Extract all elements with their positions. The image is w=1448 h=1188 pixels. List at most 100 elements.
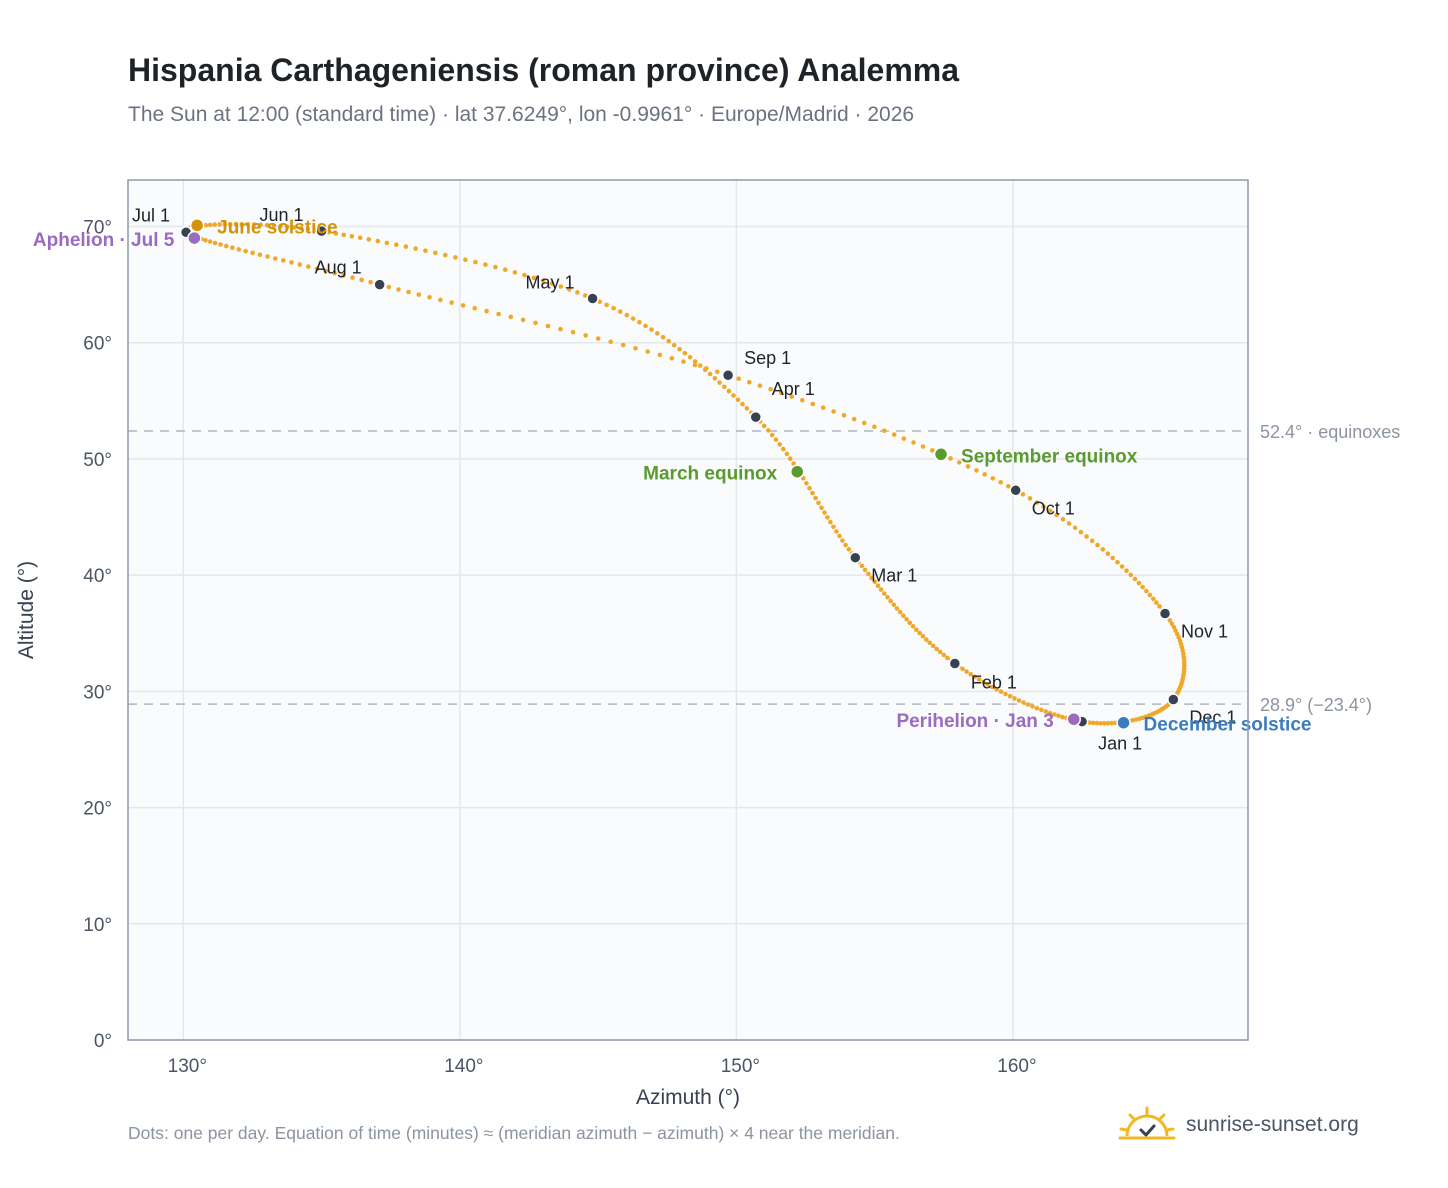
brand-name: sunrise-sunset.org [1186,1113,1359,1136]
day-dot [423,248,428,253]
y-tick-label: 70° [83,217,112,238]
day-dot [493,264,498,270]
day-dot [837,533,842,539]
day-dot [1078,529,1084,535]
day-dot [1128,572,1134,578]
day-dot [1043,709,1048,714]
day-dot [945,655,950,661]
day-dot [717,380,722,385]
day-dot [366,237,372,242]
y-tick-label: 30° [83,682,112,703]
day-dot [761,423,767,429]
month-label: Sep 1 [744,348,791,368]
day-dot [203,237,208,243]
day-dot [960,666,965,672]
day-dot [807,485,812,491]
day-dot [948,456,953,461]
day-dot [989,684,995,690]
day-dot [1072,525,1078,531]
day-dot [862,420,867,426]
plot-area [128,180,1248,1040]
day-dot [804,481,809,486]
day-dot [1140,584,1145,590]
event-label: September equinox [961,446,1138,467]
day-dot [384,240,390,246]
day-dot [637,319,642,325]
day-dot [878,587,884,592]
day-dot [712,376,718,381]
day-dot [620,342,626,348]
day-dot [655,331,660,336]
day-dot [998,480,1003,485]
month-label: Aug 1 [315,258,362,278]
chart-title: Hispania Carthageniensis (roman province… [128,52,960,88]
day-dot [1169,621,1175,627]
event-dot [789,464,805,479]
day-dot [633,346,638,351]
day-dot [224,243,229,249]
day-dot [777,442,782,447]
day-dot [1094,720,1100,726]
day-dot [1021,700,1026,705]
day-dot [643,323,648,329]
day-dot [819,505,824,511]
day-dot [846,547,852,552]
day-dot [298,225,304,231]
day-dot [245,222,251,227]
day-dot [540,278,546,284]
day-dot [604,302,609,308]
day-dot [924,637,929,642]
reference-line-label: 28.9° (−23.4°) [1260,695,1372,715]
day-dot [957,460,962,465]
day-dot [1119,564,1125,569]
day-dot [791,461,796,466]
day-dot [1007,693,1013,699]
day-dot [297,262,303,267]
day-dot [768,387,773,392]
day-dot [828,519,833,525]
day-dot [349,234,355,239]
day-dot [531,275,537,281]
day-dot [1060,517,1066,522]
day-dot [1157,604,1162,609]
y-axis-label: Altitude (°) [15,561,38,659]
day-dot [671,342,677,348]
day-dot [869,575,874,581]
day-dot [1056,713,1061,719]
month-dot [948,657,962,670]
day-dot [964,669,969,674]
day-dot [757,383,763,389]
month-dot [1009,484,1022,497]
day-dot [1101,721,1107,726]
day-dot [289,260,294,265]
day-dot [840,538,845,543]
day-dot [834,529,839,534]
day-dot [843,542,848,548]
day-dot [341,232,347,238]
day-dot [917,630,922,636]
x-axis-label: Azimuth (°) [636,1086,740,1109]
day-dot [998,689,1004,694]
month-label: Jul 1 [132,205,170,225]
event-dot [1116,715,1131,730]
day-dot [976,677,982,682]
day-dot [227,221,233,227]
day-dot [239,221,245,227]
day-dot [866,571,871,577]
day-dot [666,338,671,344]
month-dot [315,224,328,238]
day-dot [891,602,897,608]
day-dot [333,231,339,236]
reference-line-label: 52.4° · equinoxes [1260,422,1400,442]
day-dot [1066,521,1072,526]
day-dot [1027,496,1033,501]
day-dot [682,350,688,356]
day-dot [545,323,551,329]
day-dot [1095,542,1100,548]
day-dot [822,510,827,515]
day-dot [207,222,213,228]
day-dot [773,437,779,442]
day-dot [484,308,489,314]
day-dot [375,238,381,244]
y-tick-label: 20° [83,799,112,820]
